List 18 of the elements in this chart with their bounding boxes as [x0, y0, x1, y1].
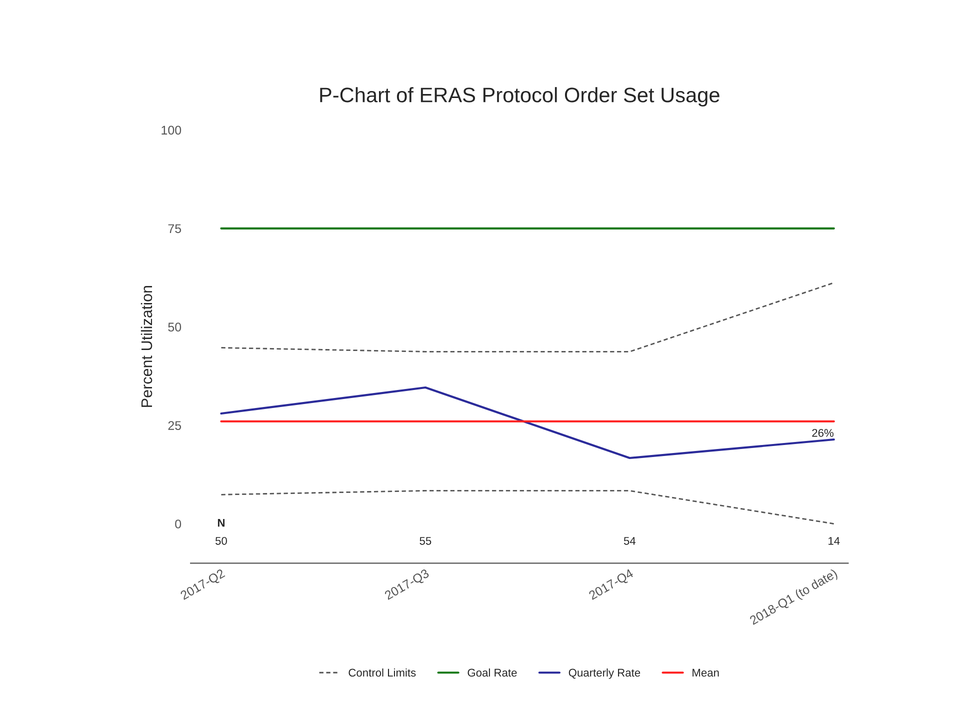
annotation: 26% [812, 429, 834, 437]
annotation: 14 [828, 537, 840, 545]
y-tick-label: 25 [168, 421, 182, 430]
y-tick-label: 100 [162, 126, 182, 135]
chart-title: P-Chart of ERAS Protocol Order Set Usage [320, 87, 720, 107]
line-series [220, 386, 835, 460]
y-tick-label: 75 [168, 224, 182, 234]
legend-label: Mean [692, 668, 719, 677]
y-tick-label: 0 [175, 520, 182, 528]
annotation: 54 [624, 537, 636, 545]
annotation: 55 [420, 537, 432, 545]
y-axis-title: Percent Utilization [140, 286, 152, 407]
legend-label: Control Limits [348, 668, 416, 677]
annotation: 50 [216, 536, 227, 545]
y-tick-label: 50 [168, 322, 182, 332]
annotation: N [218, 519, 224, 527]
legend-label: Quarterly Rate [568, 668, 640, 679]
legend-label: Goal Rate [468, 668, 517, 677]
